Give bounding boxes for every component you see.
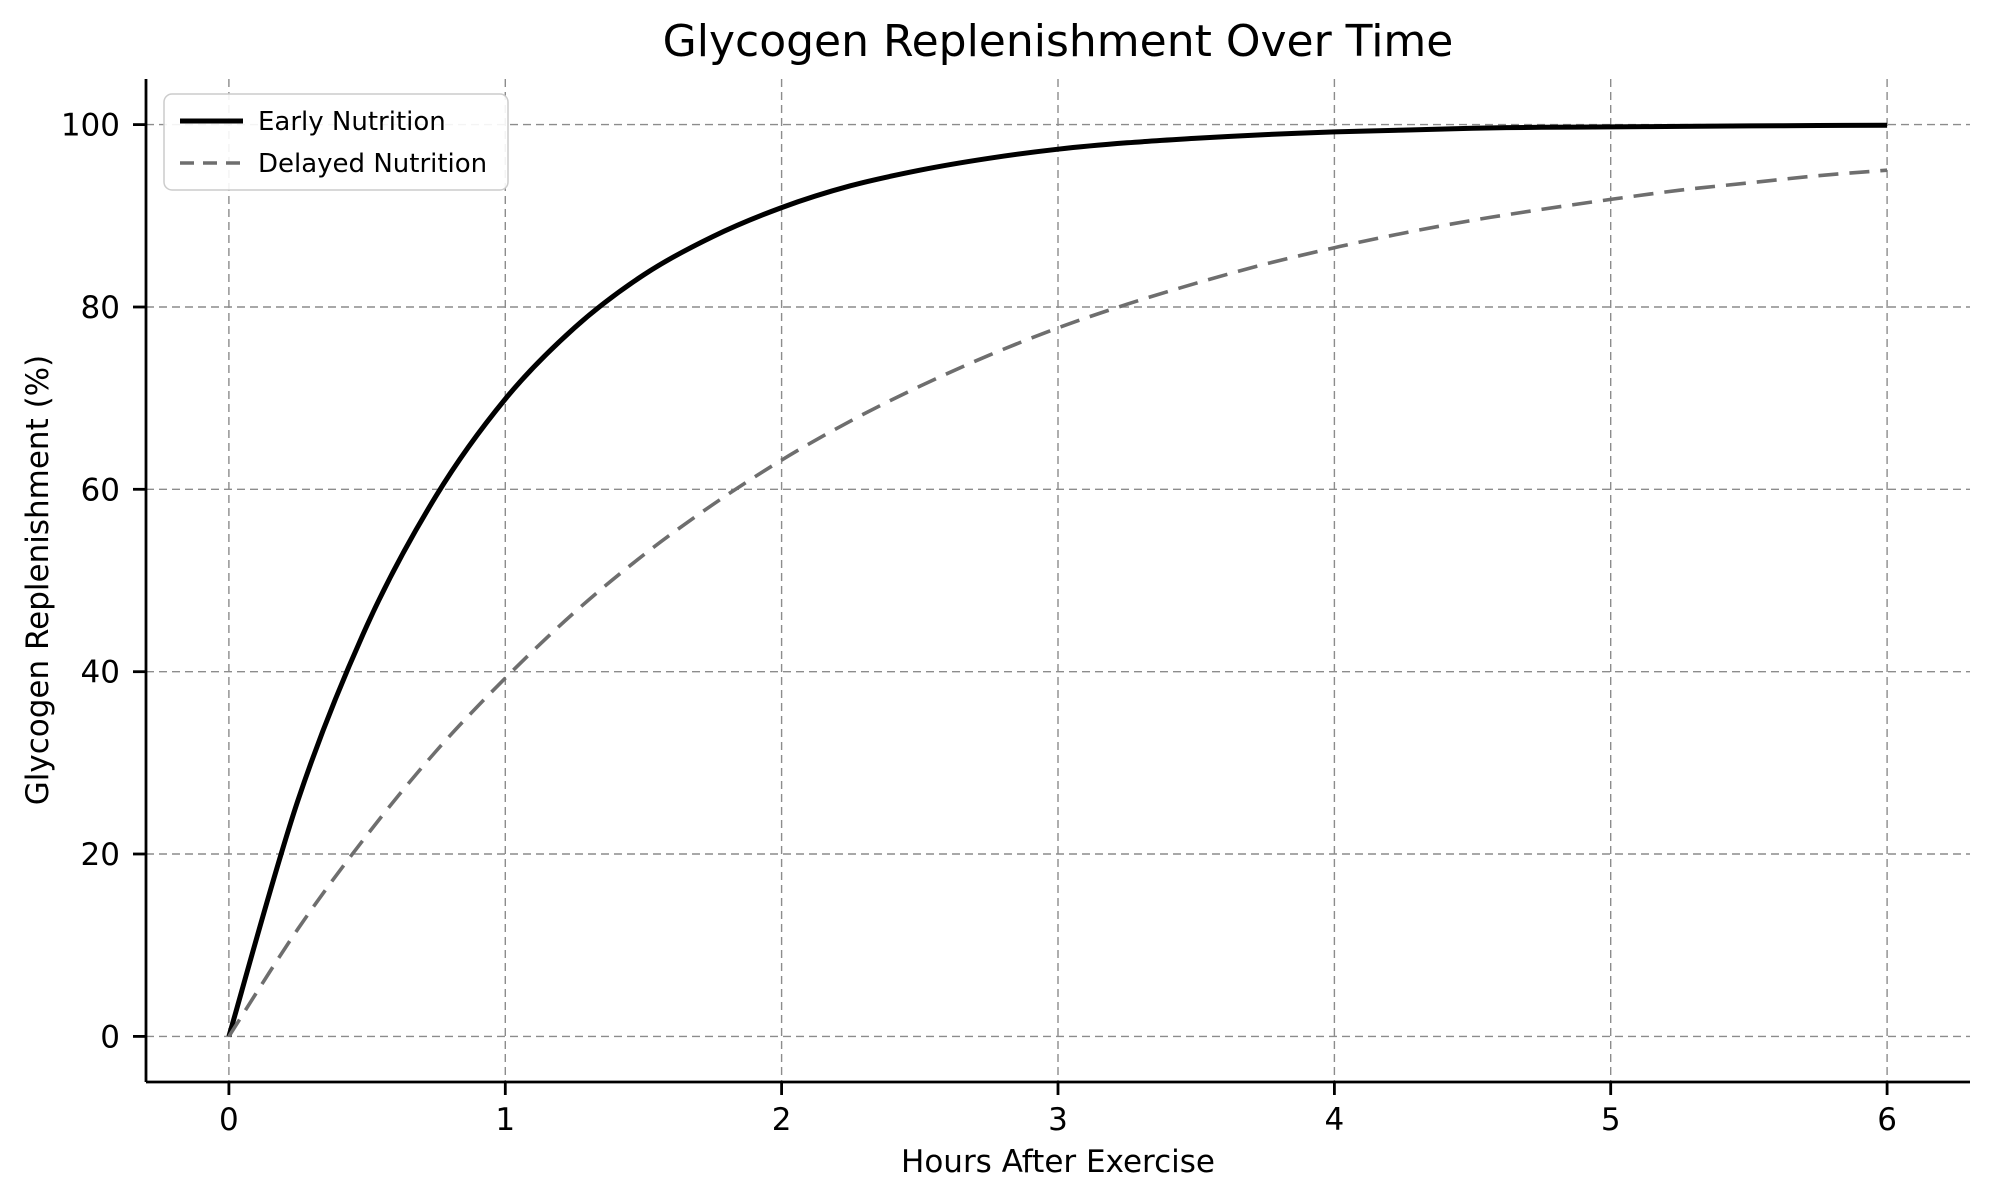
y-axis-label: Glycogen Replenishment (%) [20,355,56,805]
legend: Early Nutrition Delayed Nutrition [163,93,509,191]
chart-title: Glycogen Replenishment Over Time [663,16,1454,67]
x-tick-label: 0 [219,1102,239,1138]
y-tick-labels: 0 20 40 60 80 100 [61,108,120,1056]
y-tick-label: 100 [61,108,120,144]
x-tick-labels: 0 1 2 3 4 5 6 [219,1102,1897,1138]
y-tick-label: 0 [100,1019,120,1055]
y-tick-label: 20 [81,837,120,873]
x-tick-label: 1 [495,1102,515,1138]
legend-box [163,93,509,191]
y-tick-label: 80 [81,290,120,326]
x-axis-label: Hours After Exercise [901,1144,1215,1180]
tick-marks [133,123,1889,1095]
data-series-group [226,122,1888,1038]
early-nutrition-line [226,122,1888,1038]
x-tick-label: 2 [772,1102,792,1138]
gridlines [146,79,1970,1082]
x-tick-label: 3 [1048,1102,1068,1138]
legend-label-delayed: Delayed Nutrition [258,149,487,179]
y-tick-label: 60 [81,472,120,508]
y-tick-label: 40 [81,655,120,691]
x-tick-label: 5 [1601,1102,1621,1138]
legend-label-early: Early Nutrition [258,107,446,137]
x-tick-label: 4 [1325,1102,1345,1138]
x-tick-label: 6 [1877,1102,1897,1138]
delayed-nutrition-line [227,168,1888,1038]
